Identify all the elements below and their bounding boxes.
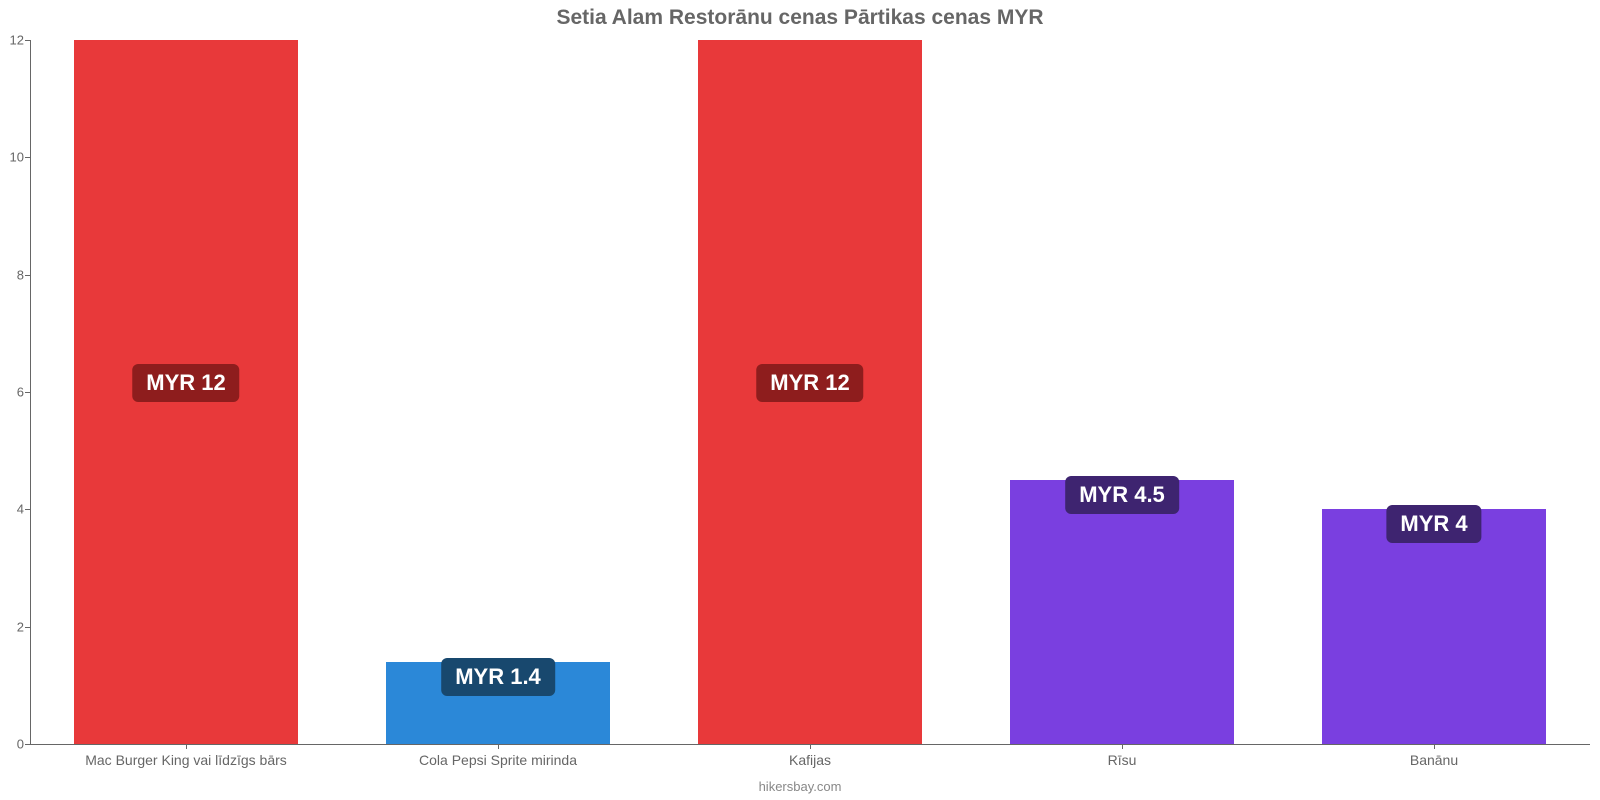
x-tick-label: Kafijas bbox=[789, 752, 831, 768]
value-badge: MYR 12 bbox=[756, 364, 863, 402]
bar-slot: MYR 4Banānu bbox=[1278, 40, 1590, 744]
x-tick-label: Cola Pepsi Sprite mirinda bbox=[419, 752, 577, 768]
x-tick-label: Mac Burger King vai līdzīgs bārs bbox=[85, 752, 287, 768]
value-badge: MYR 4.5 bbox=[1065, 476, 1179, 514]
value-badge: MYR 4 bbox=[1386, 505, 1481, 543]
bar-slot: MYR 12Kafijas bbox=[654, 40, 966, 744]
bars-container: MYR 12Mac Burger King vai līdzīgs bārsMY… bbox=[30, 40, 1590, 744]
value-badge: MYR 12 bbox=[132, 364, 239, 402]
x-tick-mark bbox=[1122, 744, 1123, 749]
x-tick-label: Banānu bbox=[1410, 752, 1458, 768]
x-tick-mark bbox=[186, 744, 187, 749]
x-tick-label: Rīsu bbox=[1108, 752, 1137, 768]
y-tick-mark bbox=[25, 744, 30, 745]
chart-title: Setia Alam Restorānu cenas Pārtikas cena… bbox=[0, 6, 1600, 30]
bar bbox=[1322, 509, 1547, 744]
plot-area: 024681012 MYR 12Mac Burger King vai līdz… bbox=[30, 40, 1590, 745]
x-tick-mark bbox=[498, 744, 499, 749]
x-tick-mark bbox=[1434, 744, 1435, 749]
attribution-text: hikersbay.com bbox=[0, 779, 1600, 794]
bar bbox=[1010, 480, 1235, 744]
x-tick-mark bbox=[810, 744, 811, 749]
bar-slot: MYR 1.4Cola Pepsi Sprite mirinda bbox=[342, 40, 654, 744]
bar-slot: MYR 12Mac Burger King vai līdzīgs bārs bbox=[30, 40, 342, 744]
price-bar-chart: Setia Alam Restorānu cenas Pārtikas cena… bbox=[0, 0, 1600, 800]
value-badge: MYR 1.4 bbox=[441, 658, 555, 696]
bar-slot: MYR 4.5Rīsu bbox=[966, 40, 1278, 744]
